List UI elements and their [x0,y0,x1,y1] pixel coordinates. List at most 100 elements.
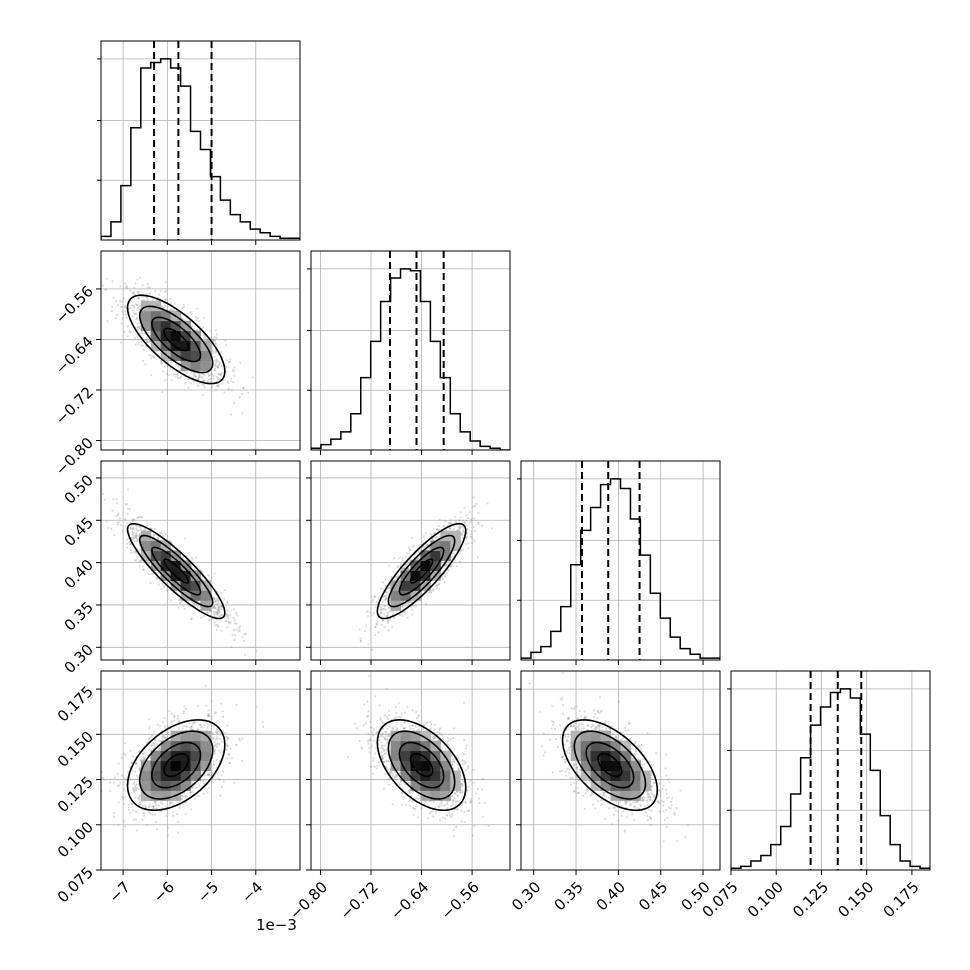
sample-point [367,614,370,618]
sample-point [215,611,218,614]
sample-point [154,290,157,293]
sample-point [430,538,433,541]
sample-point [131,519,135,522]
density-cell [160,570,172,581]
sample-point [474,529,477,532]
sample-point [403,610,406,614]
sample-point [114,317,117,320]
sample-point [377,597,380,600]
sample-point [207,715,210,718]
sample-point [227,387,230,390]
sample-point [116,502,119,505]
y-tick-label: 0.35 [61,598,97,634]
sample-point [206,338,209,341]
sample-point [124,286,128,289]
contour-line [398,546,445,596]
sample-point [132,305,136,308]
sample-point [243,633,246,636]
sample-point [224,344,227,347]
sample-point [215,745,219,748]
sample-point [141,331,144,334]
sample-point [139,528,142,531]
sample-point [161,306,164,309]
sample-point [458,525,461,529]
density-cell [150,560,162,571]
sample-point [218,361,221,364]
sample-point [109,790,112,793]
sample-point [372,599,375,602]
sample-point [170,599,173,602]
sample-point [120,322,123,325]
sample-point [208,373,211,377]
panel-frame [310,250,511,451]
sample-point [228,761,231,765]
sample-point [243,640,246,643]
sample-point [216,365,219,368]
sample-point [198,374,201,378]
sample-point [470,536,473,539]
sample-point [388,587,391,590]
sample-point [210,347,213,350]
sample-point [135,317,138,320]
sample-point [388,610,391,613]
sample-point [136,306,140,309]
sample-point [104,288,107,291]
sample-point [122,316,125,319]
sample-point [151,572,155,575]
sample-point [147,331,150,334]
sample-point [126,335,129,338]
sample-point [190,618,193,621]
sample-point [198,374,201,377]
sample-point [170,712,173,715]
y-tick-label: −0.72 [52,383,97,428]
sample-point [217,372,220,375]
sample-point [218,611,221,614]
sample-point [170,308,173,311]
sample-point [374,625,377,629]
sample-point [138,560,141,563]
sample-point [411,604,415,607]
sample-point [233,622,236,625]
sample-point [247,391,250,394]
sample-point [134,343,137,346]
sample-point [213,368,216,371]
sample-point [215,758,218,762]
sample-point [365,610,368,613]
sample-point [436,528,439,531]
sample-point [182,604,185,608]
sample-point [381,581,384,584]
sample-point [386,615,389,618]
sample-point [412,544,415,547]
sample-point [410,608,414,611]
sample-point [216,623,219,626]
sample-point [196,316,200,320]
sample-point [465,514,468,517]
sample-point [132,537,135,540]
sample-point [203,335,206,338]
sample-point [202,615,205,618]
density-cell [410,580,421,591]
sample-point [462,528,465,531]
sample-point [471,538,474,541]
panel-2-0: 0.300.350.400.450.50 [61,460,301,677]
sample-point [132,291,135,294]
sample-point [201,383,204,386]
sample-point [159,360,162,363]
sample-point [244,632,247,635]
sample-point [215,598,218,601]
sample-point [165,814,168,818]
sample-point [364,624,368,627]
sample-point [138,795,141,799]
sample-point [137,788,141,791]
sample-point [202,782,206,785]
sample-point [219,374,222,377]
sample-point [210,373,213,376]
sample-point [112,296,115,299]
sample-point [384,604,387,607]
sample-point [221,371,224,375]
sample-point [370,648,374,651]
sample-point [115,515,118,518]
sample-point [191,558,194,561]
sample-point [458,519,461,522]
panel-frame [100,460,301,661]
